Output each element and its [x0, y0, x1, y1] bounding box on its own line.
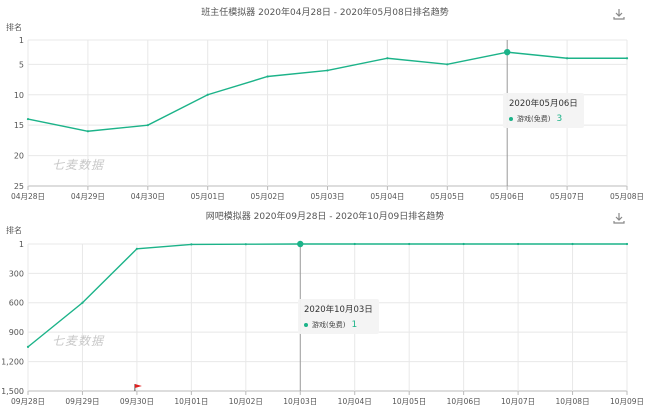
- x-tick-label: 05月05日: [430, 192, 464, 201]
- data-point: [625, 57, 629, 60]
- x-tick-label: 04月30日: [131, 192, 165, 201]
- data-point: [386, 57, 389, 60]
- chart-title: 班主任模拟器 2020年04月28日 - 2020年05月08日排名趋势: [201, 8, 449, 18]
- y-tick-label: 10: [14, 91, 24, 100]
- data-point: [408, 242, 411, 246]
- x-tick-label: 05月07日: [550, 192, 584, 201]
- x-tick-label: 10月06日: [447, 397, 481, 406]
- data-point: [446, 63, 449, 66]
- x-tick-label: 10月04日: [338, 397, 372, 406]
- x-tick-label: 10月02日: [229, 397, 263, 406]
- tooltip-date: 2020年05月06日: [509, 99, 578, 109]
- y-tick-label: 1: [19, 36, 24, 45]
- x-tick-label: 05月04日: [370, 192, 404, 201]
- data-point: [81, 301, 84, 304]
- data-point: [244, 243, 247, 246]
- tooltip-series-dot: [304, 323, 308, 327]
- watermark: 七麦数据: [52, 334, 105, 348]
- x-tick-label: 10月09日: [610, 397, 644, 406]
- data-point: [326, 69, 329, 72]
- data-point: [135, 247, 139, 250]
- chart-tooltip: 2020年05月06日 游戏(免费) 3: [503, 93, 584, 128]
- tooltip-value: 3: [556, 114, 563, 124]
- data-point: [266, 75, 269, 78]
- data-point: [625, 242, 629, 246]
- x-tick-label: 09月28日: [11, 397, 45, 406]
- highlight-point: [504, 48, 511, 56]
- tooltip-value: 1: [351, 320, 358, 330]
- x-tick-label: 09月29日: [65, 397, 99, 406]
- tooltip-series-dot: [509, 117, 513, 121]
- y-axis-label: 排名: [6, 23, 22, 32]
- x-tick-label: 10月05日: [392, 397, 426, 406]
- y-tick-label: 300: [9, 269, 24, 278]
- series-line: [27, 243, 627, 348]
- data-point: [462, 242, 465, 246]
- tooltip-date: 2020年10月03日: [304, 305, 373, 315]
- rank-chart-panel: 班主任模拟器 2020年04月28日 - 2020年05月08日排名趋势 排名 …: [0, 0, 650, 204]
- chart-title: 网吧模拟器 2020年09月28日 - 2020年10月09日排名趋势: [205, 212, 445, 222]
- data-point: [353, 242, 356, 246]
- x-tick-label: 09月30日: [120, 397, 154, 406]
- data-point: [566, 57, 569, 60]
- data-point: [86, 130, 89, 133]
- x-tick-label: 05月06日: [490, 192, 524, 201]
- data-point: [190, 243, 193, 246]
- data-point: [146, 124, 149, 127]
- x-tick-label: 10月01日: [174, 397, 208, 406]
- x-tick-label: 04月29日: [71, 192, 105, 201]
- x-tick-label: 05月08日: [610, 192, 644, 201]
- x-tick-label: 05月03日: [310, 192, 344, 201]
- data-point: [571, 242, 574, 246]
- download-icon[interactable]: [612, 211, 626, 225]
- data-point: [516, 242, 520, 246]
- download-icon[interactable]: [612, 7, 626, 21]
- tooltip-series-name: 游戏(免费): [517, 115, 551, 123]
- tooltip-row: 游戏(免费) 3: [509, 114, 578, 124]
- x-tick-label: 10月08日: [555, 397, 589, 406]
- y-tick-label: 1,200: [1, 358, 24, 367]
- y-axis-label: 排名: [6, 226, 22, 235]
- data-point: [206, 93, 209, 96]
- y-tick-label: 1,500: [1, 387, 24, 396]
- y-tick-label: 1: [19, 240, 24, 249]
- y-tick-label: 5: [19, 60, 24, 69]
- rank-chart-panel: 网吧模拟器 2020年09月28日 - 2020年10月09日排名趋势 排名 1…: [0, 204, 650, 409]
- x-tick-label: 10月07日: [501, 397, 535, 406]
- data-point: [26, 117, 30, 121]
- highlight-point: [297, 240, 304, 248]
- y-tick-label: 600: [9, 299, 24, 308]
- x-tick-label: 05月02日: [251, 192, 285, 201]
- x-tick-label: 05月01日: [191, 192, 225, 201]
- watermark: 七麦数据: [52, 158, 105, 172]
- chart-tooltip: 2020年10月03日 游戏(免费) 1: [298, 299, 379, 334]
- x-tick-label: 10月03日: [283, 397, 317, 406]
- y-tick-label: 25: [14, 182, 24, 191]
- x-tick-label: 04月28日: [11, 192, 45, 201]
- y-tick-label: 900: [9, 328, 24, 337]
- tooltip-row: 游戏(免费) 1: [304, 320, 373, 330]
- y-tick-label: 20: [14, 152, 24, 161]
- flag-icon: [134, 384, 142, 388]
- y-tick-label: 15: [14, 121, 24, 130]
- data-point: [26, 345, 30, 348]
- tooltip-series-name: 游戏(免费): [312, 321, 346, 329]
